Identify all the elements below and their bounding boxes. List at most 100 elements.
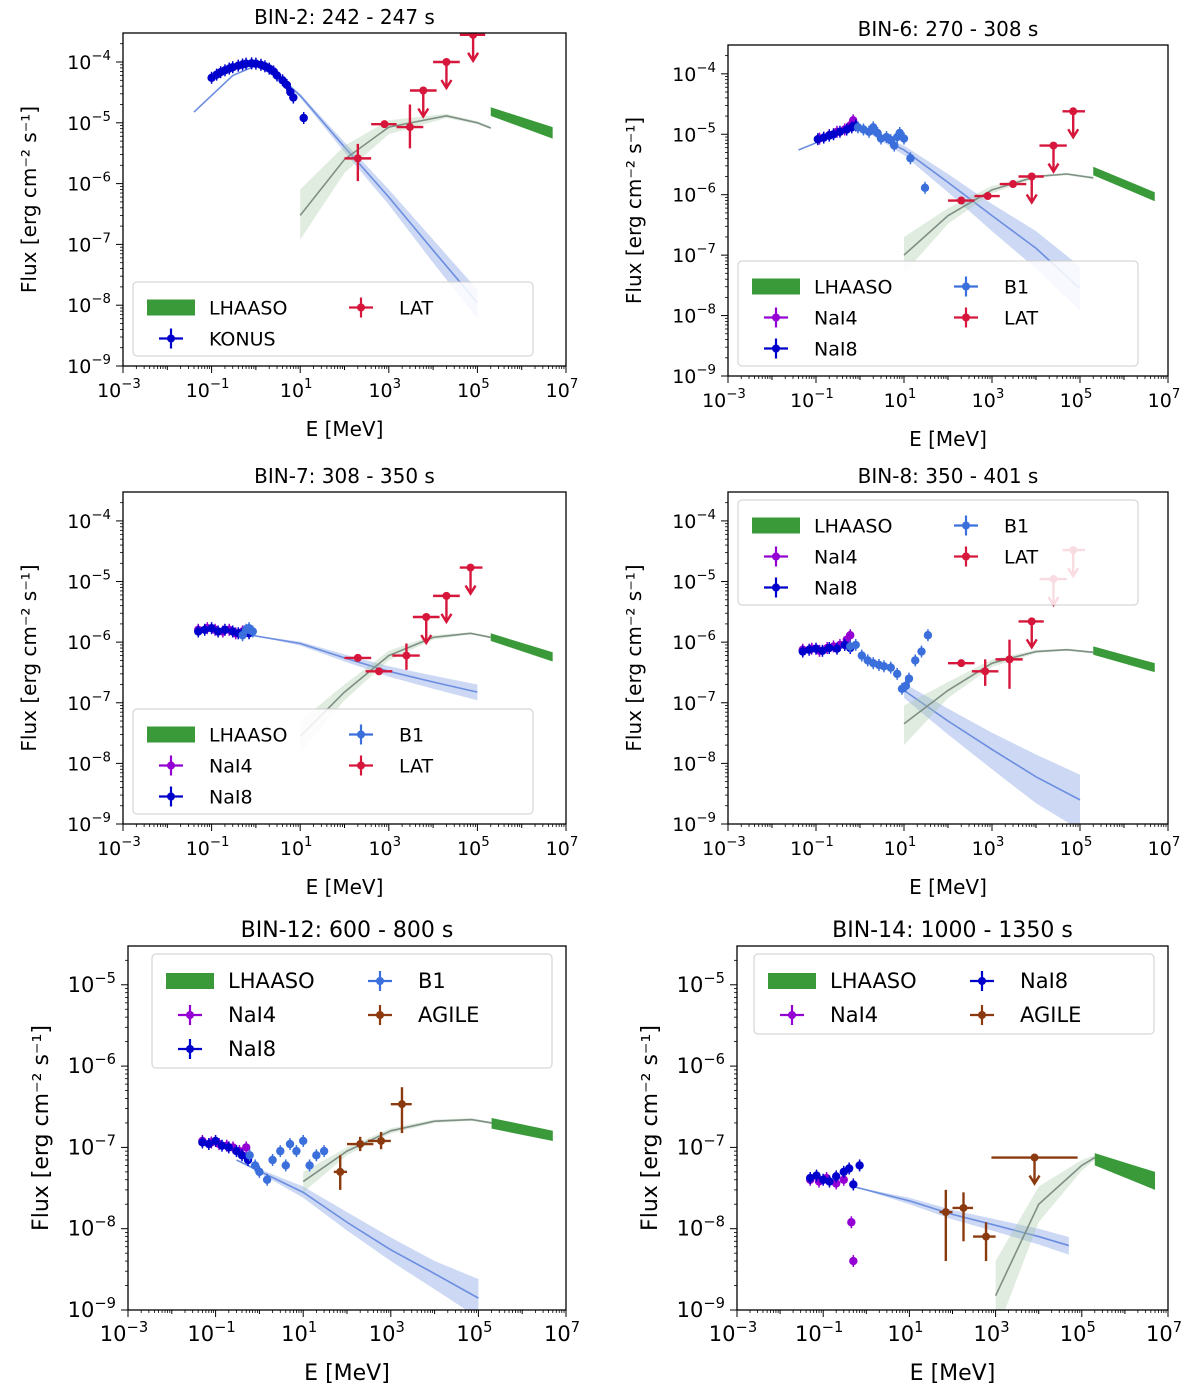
lat-point — [1069, 107, 1078, 116]
legend-marker — [978, 1011, 986, 1019]
legend-label: LHAASO — [814, 516, 892, 538]
model-band — [904, 648, 1094, 746]
lat-point — [442, 58, 451, 67]
lat-point — [957, 659, 966, 668]
nai4-point — [831, 1179, 841, 1188]
legend-label: NaI8 — [814, 578, 858, 600]
nai8-point — [806, 1173, 815, 1183]
nai8-point — [832, 644, 842, 653]
x-tick-label: 10−3 — [97, 835, 141, 860]
legend: LHAASO NaI4 NaI8 B1 LAT — [737, 499, 1139, 606]
model-band — [300, 113, 491, 240]
nai8-point — [849, 1180, 858, 1189]
y-tick-label: 10−5 — [672, 121, 716, 146]
plot-area — [194, 563, 553, 753]
y-tick-label: 10−5 — [67, 569, 111, 594]
nai8-point — [855, 1161, 864, 1170]
legend-label: B1 — [1004, 277, 1029, 299]
legend-marker — [167, 334, 175, 343]
b1-point — [285, 1139, 295, 1149]
b1-point — [911, 656, 920, 665]
y-tick-label: 10−4 — [672, 508, 716, 533]
x-tick-label: 105 — [1060, 835, 1093, 860]
model-band — [193, 65, 478, 319]
legend-marker — [376, 977, 384, 985]
x-tick-label: 10−1 — [795, 1319, 843, 1346]
y-tick-label: 10−9 — [67, 811, 111, 836]
y-tick-label: 10−8 — [67, 750, 111, 775]
legend-swatch — [768, 973, 816, 989]
nai8-point — [818, 646, 827, 656]
model-line — [236, 1159, 479, 1299]
legend-label: LAT — [1004, 547, 1039, 569]
lat-point — [374, 667, 383, 676]
b1-point — [250, 1161, 260, 1170]
legend-label: NaI4 — [209, 756, 253, 778]
nai8-point — [804, 645, 814, 654]
chart-title: BIN-14: 1000 - 1350 s — [832, 918, 1073, 943]
b1-point — [255, 1167, 264, 1177]
x-tick-label: 10−3 — [702, 387, 746, 412]
b1-point — [920, 183, 930, 193]
legend-marker — [376, 1011, 384, 1019]
model-band — [995, 1155, 1095, 1310]
x-tick-label: 105 — [457, 835, 490, 860]
x-tick-label: 103 — [369, 1319, 405, 1346]
model-line — [903, 648, 1094, 725]
b1-point — [312, 1151, 321, 1160]
chart-panel-2: 10−3 10−1 101 103 105 107 10−9 10−8 10−7 10−6 10−5… — [622, 17, 1180, 451]
legend-marker — [357, 303, 365, 312]
y-tick-label: 10−6 — [67, 629, 111, 654]
legend-swatch — [752, 517, 800, 534]
b1-point — [851, 640, 860, 650]
x-tick-label: 101 — [884, 387, 917, 412]
legend-marker — [772, 344, 780, 353]
lat-point — [422, 612, 431, 621]
lat-point — [380, 120, 389, 129]
agile-point — [397, 1100, 406, 1109]
upper-limit-arrow — [440, 79, 453, 91]
legend-marker — [167, 761, 175, 770]
lat-point — [405, 123, 414, 132]
b1-point — [923, 631, 933, 640]
b1-point — [899, 134, 909, 143]
y-tick-label: 10−7 — [677, 1132, 725, 1159]
legend: LHAASO NaI4 NaI8 B1 LAT — [737, 260, 1139, 367]
lat-point — [469, 33, 478, 39]
legend-label: B1 — [418, 969, 446, 993]
model-line — [302, 1118, 492, 1183]
nai8-point — [194, 627, 203, 636]
x-tick-label: 103 — [974, 1319, 1010, 1346]
y-tick-label: 10−9 — [68, 1295, 116, 1322]
agile-point — [336, 1167, 345, 1176]
lhaaso-band — [1093, 646, 1155, 673]
legend-label: AGILE — [418, 1003, 479, 1027]
legend-label: KONUS — [209, 329, 276, 351]
legend-marker — [962, 282, 970, 291]
model-line — [853, 1185, 1070, 1247]
legend: LHAASO NaI4 NaI8 B1 LAT — [132, 708, 534, 815]
lat-point — [442, 591, 451, 600]
nai4-point — [847, 1218, 856, 1227]
x-tick-label: 10−3 — [709, 1319, 757, 1346]
x-tick-label: 101 — [884, 835, 917, 860]
lat-point — [983, 192, 992, 201]
nai8-point — [237, 1151, 247, 1160]
plot-area — [798, 107, 1155, 311]
model-line — [251, 634, 478, 693]
legend: LHAASO NaI4 NaI8 B1 AGILE — [151, 953, 553, 1069]
agile-point — [982, 1232, 991, 1241]
konus-point — [289, 93, 298, 102]
x-tick-label: 101 — [280, 377, 313, 402]
lhaaso-band — [490, 107, 553, 139]
x-axis-label: E [MeV] — [909, 427, 987, 451]
y-tick-label: 10−8 — [672, 303, 716, 328]
legend-swatch — [752, 278, 800, 295]
y-tick-label: 10−7 — [68, 1132, 116, 1159]
chart-title: BIN-6: 270 - 308 s — [858, 17, 1039, 41]
model-band — [904, 683, 1080, 824]
b1-point — [901, 681, 911, 691]
legend-label: LHAASO — [209, 725, 287, 747]
nai8-point — [217, 1141, 227, 1150]
lat-point — [353, 154, 362, 163]
